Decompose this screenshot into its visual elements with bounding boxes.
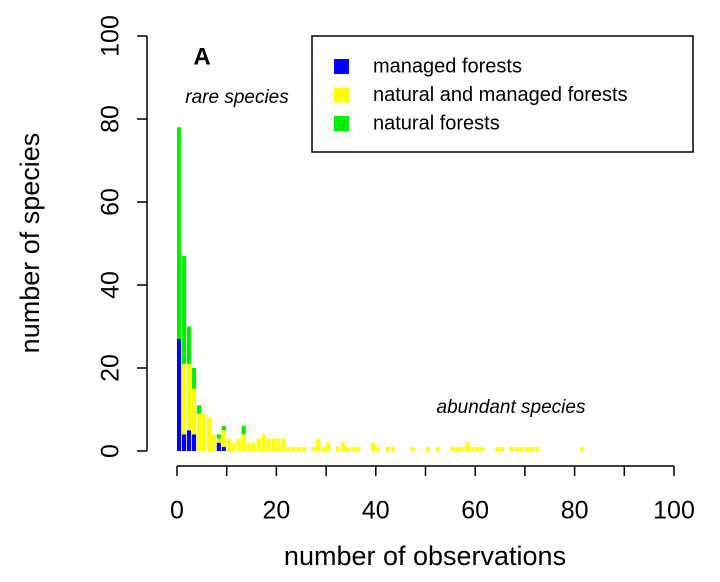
bar <box>435 446 440 451</box>
bar <box>524 446 530 451</box>
bar <box>350 446 356 451</box>
bar <box>191 388 197 435</box>
y-tick-label: 0 <box>97 444 125 458</box>
annotation: abundant species <box>437 397 586 418</box>
bar <box>221 446 226 451</box>
y-tick-label: 20 <box>97 354 125 382</box>
bar <box>355 446 361 451</box>
legend-label: managed forests <box>373 55 522 77</box>
bar <box>301 446 306 451</box>
bar <box>465 442 470 451</box>
bar <box>181 434 187 451</box>
bar <box>326 442 331 451</box>
bar <box>211 434 216 451</box>
y-tick-label: 100 <box>97 15 125 57</box>
bar <box>186 363 192 431</box>
annotation: rare species <box>185 87 289 108</box>
bar <box>266 438 271 451</box>
bar <box>370 442 375 451</box>
x-tick-label: 20 <box>262 497 290 525</box>
bar <box>251 442 256 451</box>
bar <box>261 434 266 451</box>
bar <box>495 446 500 451</box>
bar <box>196 413 202 451</box>
bar <box>345 446 351 451</box>
bar <box>534 446 540 451</box>
y-tick-label: 60 <box>97 188 125 216</box>
bar <box>514 446 520 451</box>
legend-swatch <box>334 116 349 131</box>
bar <box>375 446 380 451</box>
bar <box>281 438 286 451</box>
bar <box>226 438 231 451</box>
y-tick-label: 40 <box>97 271 125 299</box>
y-axis-label: number of species <box>15 133 45 354</box>
bar <box>341 442 346 451</box>
bar <box>276 438 281 451</box>
x-axis-label: number of observations <box>284 541 566 571</box>
bar <box>316 438 321 451</box>
x-tick-label: 60 <box>461 497 489 525</box>
bar <box>296 446 301 451</box>
bar <box>241 426 246 435</box>
bar <box>390 446 395 451</box>
bar <box>336 446 341 451</box>
bar <box>181 255 187 364</box>
bar <box>191 368 197 389</box>
bar <box>196 405 202 414</box>
chart-title: A <box>193 43 210 70</box>
bar <box>191 434 197 451</box>
bar <box>470 446 475 451</box>
bar <box>221 426 226 431</box>
bar <box>529 446 535 451</box>
bar <box>410 446 415 451</box>
bar <box>181 363 187 435</box>
bar <box>177 338 182 451</box>
y-tick-label: 80 <box>97 105 125 133</box>
x-tick-label: 80 <box>561 497 589 525</box>
bar <box>509 446 515 451</box>
bar <box>177 127 182 339</box>
bar <box>385 446 390 451</box>
bar <box>579 446 584 451</box>
bar <box>500 446 505 451</box>
bar <box>256 438 261 451</box>
bar <box>450 446 455 451</box>
bar <box>480 446 485 451</box>
bar <box>236 438 241 451</box>
bar <box>216 442 221 451</box>
bar <box>291 446 296 451</box>
legend-label: natural and managed forests <box>373 84 628 106</box>
bar <box>460 446 465 451</box>
x-tick-label: 100 <box>653 497 695 525</box>
bar <box>311 446 316 451</box>
bar <box>286 446 291 451</box>
bar <box>186 430 192 451</box>
bar <box>475 446 480 451</box>
bar <box>216 434 221 439</box>
bar <box>519 446 525 451</box>
bar <box>246 442 251 451</box>
x-tick-label: 0 <box>170 497 184 525</box>
bar <box>186 326 192 364</box>
legend-swatch <box>334 87 349 103</box>
bar <box>271 438 276 451</box>
x-tick-label: 40 <box>362 497 390 525</box>
legend-box <box>311 35 694 153</box>
bar <box>206 417 211 451</box>
legend-label: natural forests <box>373 112 500 134</box>
bar <box>241 434 246 451</box>
bar <box>216 438 221 443</box>
bar <box>455 446 460 451</box>
bar <box>321 446 326 451</box>
bar <box>201 413 207 451</box>
bar <box>221 430 226 447</box>
bar <box>231 442 236 451</box>
bar <box>425 446 430 451</box>
legend-swatch <box>334 59 349 74</box>
